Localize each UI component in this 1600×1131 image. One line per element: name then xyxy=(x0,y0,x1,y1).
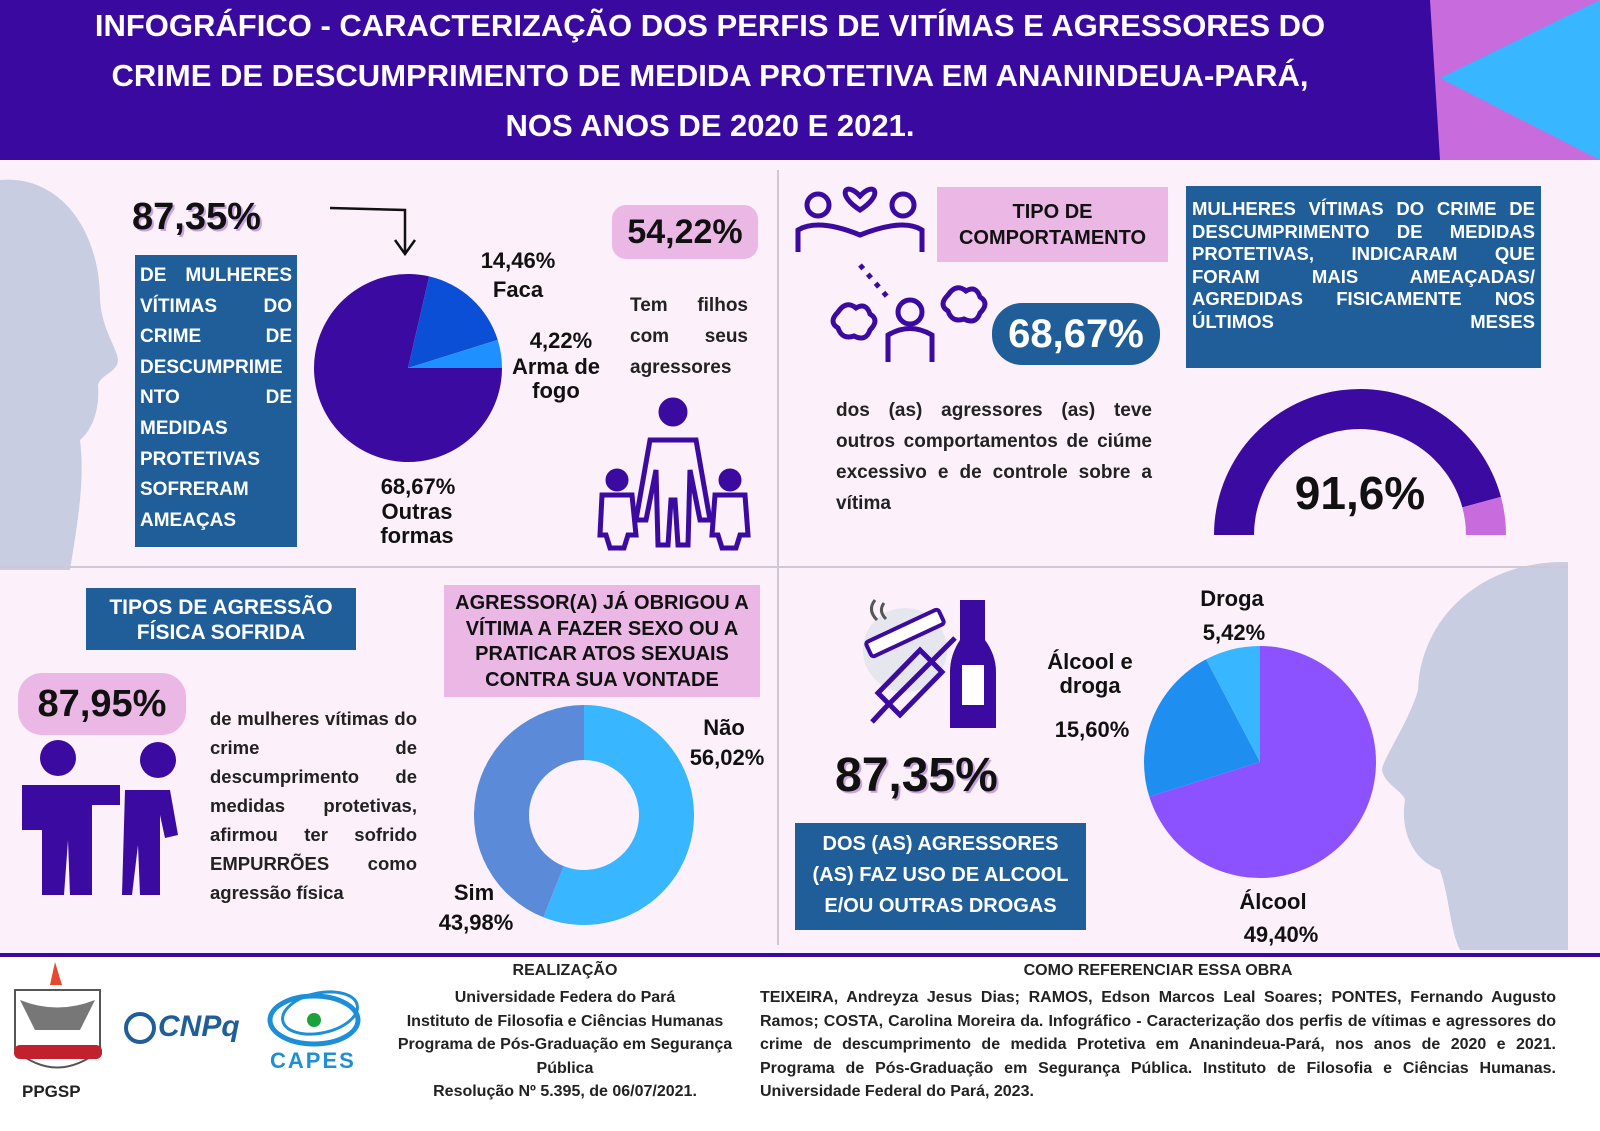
chart-label: 5,42% xyxy=(1202,620,1266,645)
label: AGRESSOR(A) JÁ OBRIGOU A VÍTIMA A FAZER … xyxy=(444,585,760,697)
realization-line: Programa de Pós-Graduação em Segurança P… xyxy=(397,1036,733,1077)
gauge-arc xyxy=(1214,389,1501,535)
chart-label: 15,60% xyxy=(1054,717,1130,742)
arrow xyxy=(329,206,417,257)
chart-label: Álcool e droga xyxy=(1047,649,1133,698)
chart-label: Sim xyxy=(453,880,495,905)
chart-label: 14,46% xyxy=(480,248,556,273)
headline: 68,67% xyxy=(992,303,1160,365)
face-silhouette-right xyxy=(1382,561,1568,950)
pie-slice xyxy=(408,339,502,368)
reference-text: TEIXEIRA, Andreyza Jesus Dias; RAMOS, Ed… xyxy=(760,989,1556,1100)
realization-line: Universidade Federa do Pará xyxy=(454,989,676,1006)
recent-box: MULHERES VÍTIMAS DO CRIME DE DESCUMPRIME… xyxy=(1186,186,1541,368)
couple-icon xyxy=(795,186,988,362)
capes-logo xyxy=(267,990,361,1047)
chart-label: Arma de fogo xyxy=(511,354,601,403)
label: TIPOS DE AGRESSÃO FÍSICA SOFRIDA xyxy=(86,588,356,650)
behavior-text: dos (as) agressores (as) teve outros com… xyxy=(836,400,1152,514)
realization-title: REALIZAÇÃO xyxy=(512,962,618,979)
cnpq-logo xyxy=(124,1012,156,1044)
pie-slice xyxy=(408,276,498,368)
family-icon xyxy=(597,397,751,551)
chart-label: Álcool xyxy=(1239,889,1307,914)
headline: 87,35% xyxy=(132,196,261,238)
pie-slice xyxy=(473,705,584,918)
face-silhouette-left xyxy=(0,179,118,570)
realization-line: Resolução Nº 5.395, de 06/07/2021. xyxy=(433,1083,697,1100)
children-text: Tem filhos com seus agressores xyxy=(630,295,748,378)
title-line: NOS ANOS DE 2020 E 2021. xyxy=(505,108,915,143)
chart-label: 43,98% xyxy=(438,910,514,935)
realization-text: Universidade Federa do Pará Instituto de… xyxy=(385,986,745,1104)
chart-label: 4,22% xyxy=(529,328,593,353)
chart-label: Droga xyxy=(1200,586,1264,611)
label: TIPO DE COMPORTAMENTO xyxy=(937,187,1168,262)
pie-slice xyxy=(543,705,694,925)
threats-box: DE MULHERES VÍTIMAS DO CRIME DE DESCUMPR… xyxy=(135,255,297,547)
headline: 87,95% xyxy=(18,673,186,735)
headline: 54,22% xyxy=(612,205,758,259)
people-icon xyxy=(22,740,178,895)
realization-line: Instituto de Filosofia e Ciências Humana… xyxy=(406,1012,724,1030)
chart-label: Não xyxy=(703,715,745,740)
gauge-rest xyxy=(1462,496,1506,535)
substances-box: DOS (AS) AGRESSORES (AS) FAZ USO DE ALCO… xyxy=(795,823,1086,930)
pie-slice xyxy=(1149,646,1377,878)
chart-label: 56,02% xyxy=(689,745,765,770)
pie-slice xyxy=(1206,646,1260,762)
logo-text: CAPES xyxy=(270,1048,356,1073)
header-band xyxy=(0,0,1600,160)
chart-label: 68,67% xyxy=(380,474,456,499)
footer-band xyxy=(0,955,1600,1131)
chart-label: Faca xyxy=(492,277,544,302)
logo-text: CNPq xyxy=(158,1010,240,1043)
chart-label: 49,40% xyxy=(1243,922,1319,947)
reference-title: COMO REFERENCIAR ESSA OBRA xyxy=(1023,962,1293,979)
title-line: CRIME DE DESCUMPRIMENTO DE MEDIDA PROTET… xyxy=(111,58,1309,93)
pie-slice xyxy=(1143,659,1260,797)
logo-text: PPGSP xyxy=(22,1082,81,1101)
chart-label: Outras formas xyxy=(380,499,454,548)
headline: 87,35% xyxy=(835,749,998,802)
substances-icon xyxy=(863,599,996,728)
charts: 91,6% xyxy=(314,274,1506,925)
title-line: INFOGRÁFICO - CARACTERIZAÇÃO DOS PERFIS … xyxy=(94,8,1326,43)
header-triangle xyxy=(1440,0,1600,160)
ufpa-logo xyxy=(14,962,102,1069)
aggression-text: de mulheres vítimas do crime de descumpr… xyxy=(210,708,417,903)
gauge-label: 91,6% xyxy=(1295,467,1425,519)
